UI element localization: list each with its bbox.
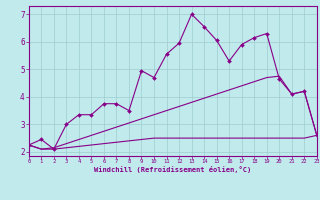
X-axis label: Windchill (Refroidissement éolien,°C): Windchill (Refroidissement éolien,°C) bbox=[94, 166, 252, 173]
